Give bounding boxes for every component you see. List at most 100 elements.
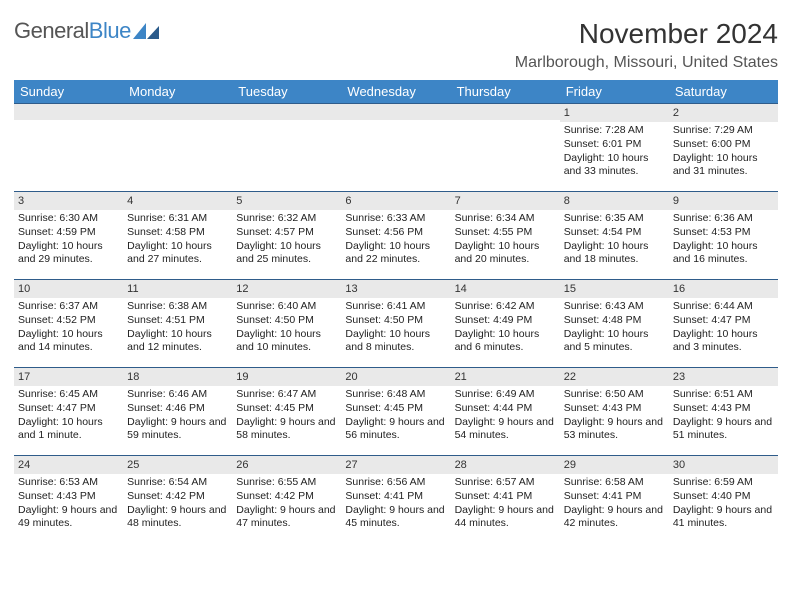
day-details: Sunrise: 6:54 AMSunset: 4:42 PMDaylight:… bbox=[123, 474, 232, 535]
day-details: Sunrise: 6:49 AMSunset: 4:44 PMDaylight:… bbox=[451, 386, 560, 447]
day-number: 24 bbox=[14, 455, 123, 474]
calendar-day-cell: 5Sunrise: 6:32 AMSunset: 4:57 PMDaylight… bbox=[232, 191, 341, 279]
day-details: Sunrise: 6:33 AMSunset: 4:56 PMDaylight:… bbox=[341, 210, 450, 271]
calendar-day-cell: 16Sunrise: 6:44 AMSunset: 4:47 PMDayligh… bbox=[669, 279, 778, 367]
daylight-text: Daylight: 9 hours and 53 minutes. bbox=[564, 416, 665, 443]
day-number: 8 bbox=[560, 191, 669, 210]
sunset-text: Sunset: 4:47 PM bbox=[18, 402, 119, 416]
sunset-text: Sunset: 4:40 PM bbox=[673, 490, 774, 504]
calendar-day-cell: 12Sunrise: 6:40 AMSunset: 4:50 PMDayligh… bbox=[232, 279, 341, 367]
sunrise-text: Sunrise: 6:40 AM bbox=[236, 300, 337, 314]
sunset-text: Sunset: 4:50 PM bbox=[236, 314, 337, 328]
day-number: 7 bbox=[451, 191, 560, 210]
daylight-text: Daylight: 10 hours and 14 minutes. bbox=[18, 328, 119, 355]
day-number: 28 bbox=[451, 455, 560, 474]
calendar-day-cell bbox=[232, 103, 341, 191]
day-details: Sunrise: 6:55 AMSunset: 4:42 PMDaylight:… bbox=[232, 474, 341, 535]
calendar-week-row: 17Sunrise: 6:45 AMSunset: 4:47 PMDayligh… bbox=[14, 367, 778, 455]
daylight-text: Daylight: 9 hours and 42 minutes. bbox=[564, 504, 665, 531]
sunset-text: Sunset: 4:56 PM bbox=[345, 226, 446, 240]
calendar-day-cell: 27Sunrise: 6:56 AMSunset: 4:41 PMDayligh… bbox=[341, 455, 450, 543]
daylight-text: Daylight: 9 hours and 41 minutes. bbox=[673, 504, 774, 531]
daylight-text: Daylight: 10 hours and 5 minutes. bbox=[564, 328, 665, 355]
weekday-header: Wednesday bbox=[341, 80, 450, 103]
daylight-text: Daylight: 10 hours and 20 minutes. bbox=[455, 240, 556, 267]
day-number: 13 bbox=[341, 279, 450, 298]
day-details: Sunrise: 6:53 AMSunset: 4:43 PMDaylight:… bbox=[14, 474, 123, 535]
day-number bbox=[232, 103, 341, 120]
header-row: GeneralBlue November 2024 Marlborough, M… bbox=[14, 18, 778, 72]
daylight-text: Daylight: 10 hours and 1 minute. bbox=[18, 416, 119, 443]
calendar-day-cell: 2 Sunrise: 7:29 AMSunset: 6:00 PMDaylight… bbox=[669, 103, 778, 191]
calendar-day-cell: 26Sunrise: 6:55 AMSunset: 4:42 PMDayligh… bbox=[232, 455, 341, 543]
day-details: Sunrise: 6:38 AMSunset: 4:51 PMDaylight:… bbox=[123, 298, 232, 359]
day-details: Sunrise: 6:47 AMSunset: 4:45 PMDaylight:… bbox=[232, 386, 341, 447]
calendar-table: Sunday Monday Tuesday Wednesday Thursday… bbox=[14, 80, 778, 543]
sunset-text: Sunset: 4:42 PM bbox=[127, 490, 228, 504]
day-details: Sunrise: 6:58 AMSunset: 4:41 PMDaylight:… bbox=[560, 474, 669, 535]
day-details: Sunrise: 7:28 AMSunset: 6:01 PMDaylight:… bbox=[560, 122, 669, 183]
day-details: Sunrise: 6:43 AMSunset: 4:48 PMDaylight:… bbox=[560, 298, 669, 359]
daylight-text: Daylight: 9 hours and 51 minutes. bbox=[673, 416, 774, 443]
sunset-text: Sunset: 6:00 PM bbox=[673, 138, 774, 152]
daylight-text: Daylight: 10 hours and 6 minutes. bbox=[455, 328, 556, 355]
daylight-text: Daylight: 9 hours and 45 minutes. bbox=[345, 504, 446, 531]
daylight-text: Daylight: 9 hours and 44 minutes. bbox=[455, 504, 556, 531]
calendar-day-cell: 3Sunrise: 6:30 AMSunset: 4:59 PMDaylight… bbox=[14, 191, 123, 279]
daylight-text: Daylight: 10 hours and 8 minutes. bbox=[345, 328, 446, 355]
sunrise-text: Sunrise: 6:51 AM bbox=[673, 388, 774, 402]
day-number: 20 bbox=[341, 367, 450, 386]
weekday-header: Saturday bbox=[669, 80, 778, 103]
calendar-day-cell: 19Sunrise: 6:47 AMSunset: 4:45 PMDayligh… bbox=[232, 367, 341, 455]
day-number: 16 bbox=[669, 279, 778, 298]
day-details: Sunrise: 6:34 AMSunset: 4:55 PMDaylight:… bbox=[451, 210, 560, 271]
sunset-text: Sunset: 4:44 PM bbox=[455, 402, 556, 416]
day-number: 26 bbox=[232, 455, 341, 474]
sunset-text: Sunset: 4:41 PM bbox=[455, 490, 556, 504]
daylight-text: Daylight: 10 hours and 10 minutes. bbox=[236, 328, 337, 355]
sunrise-text: Sunrise: 6:31 AM bbox=[127, 212, 228, 226]
calendar-day-cell: 23Sunrise: 6:51 AMSunset: 4:43 PMDayligh… bbox=[669, 367, 778, 455]
day-details: Sunrise: 6:46 AMSunset: 4:46 PMDaylight:… bbox=[123, 386, 232, 447]
weekday-header: Thursday bbox=[451, 80, 560, 103]
daylight-text: Daylight: 10 hours and 29 minutes. bbox=[18, 240, 119, 267]
sunrise-text: Sunrise: 6:50 AM bbox=[564, 388, 665, 402]
sunrise-text: Sunrise: 6:55 AM bbox=[236, 476, 337, 490]
calendar-day-cell: 28 Sunrise: 6:57 AMSunset: 4:41 PMDayligh… bbox=[451, 455, 560, 543]
day-number: 25 bbox=[123, 455, 232, 474]
daylight-text: Daylight: 10 hours and 33 minutes. bbox=[564, 152, 665, 179]
day-number: 18 bbox=[123, 367, 232, 386]
day-details: Sunrise: 6:32 AMSunset: 4:57 PMDaylight:… bbox=[232, 210, 341, 271]
day-number: 27 bbox=[341, 455, 450, 474]
weekday-header-row: Sunday Monday Tuesday Wednesday Thursday… bbox=[14, 80, 778, 103]
calendar-day-cell: 4Sunrise: 6:31 AMSunset: 4:58 PMDaylight… bbox=[123, 191, 232, 279]
title-block: November 2024 Marlborough, Missouri, Uni… bbox=[515, 18, 778, 72]
calendar-day-cell: 22Sunrise: 6:50 AMSunset: 4:43 PMDayligh… bbox=[560, 367, 669, 455]
calendar-day-cell: 18Sunrise: 6:46 AMSunset: 4:46 PMDayligh… bbox=[123, 367, 232, 455]
sunset-text: Sunset: 4:57 PM bbox=[236, 226, 337, 240]
calendar-day-cell: 24Sunrise: 6:53 AMSunset: 4:43 PMDayligh… bbox=[14, 455, 123, 543]
calendar-day-cell: 11Sunrise: 6:38 AMSunset: 4:51 PMDayligh… bbox=[123, 279, 232, 367]
day-details: Sunrise: 6:30 AMSunset: 4:59 PMDaylight:… bbox=[14, 210, 123, 271]
day-number: 2 bbox=[669, 103, 778, 122]
weekday-header: Monday bbox=[123, 80, 232, 103]
sunrise-text: Sunrise: 6:41 AM bbox=[345, 300, 446, 314]
sunrise-text: Sunrise: 6:57 AM bbox=[455, 476, 556, 490]
logo-text-1: General bbox=[14, 18, 89, 44]
sunrise-text: Sunrise: 6:59 AM bbox=[673, 476, 774, 490]
day-details: Sunrise: 6:35 AMSunset: 4:54 PMDaylight:… bbox=[560, 210, 669, 271]
calendar-week-row: 3Sunrise: 6:30 AMSunset: 4:59 PMDaylight… bbox=[14, 191, 778, 279]
daylight-text: Daylight: 10 hours and 16 minutes. bbox=[673, 240, 774, 267]
daylight-text: Daylight: 10 hours and 31 minutes. bbox=[673, 152, 774, 179]
sunset-text: Sunset: 4:59 PM bbox=[18, 226, 119, 240]
sunrise-text: Sunrise: 7:29 AM bbox=[673, 124, 774, 138]
logo-text-2: Blue bbox=[89, 18, 131, 44]
sunset-text: Sunset: 4:58 PM bbox=[127, 226, 228, 240]
daylight-text: Daylight: 9 hours and 49 minutes. bbox=[18, 504, 119, 531]
sunset-text: Sunset: 4:45 PM bbox=[236, 402, 337, 416]
day-details: Sunrise: 6:51 AMSunset: 4:43 PMDaylight:… bbox=[669, 386, 778, 447]
sunset-text: Sunset: 4:48 PM bbox=[564, 314, 665, 328]
day-number: 11 bbox=[123, 279, 232, 298]
day-details: Sunrise: 6:31 AMSunset: 4:58 PMDaylight:… bbox=[123, 210, 232, 271]
day-number: 10 bbox=[14, 279, 123, 298]
